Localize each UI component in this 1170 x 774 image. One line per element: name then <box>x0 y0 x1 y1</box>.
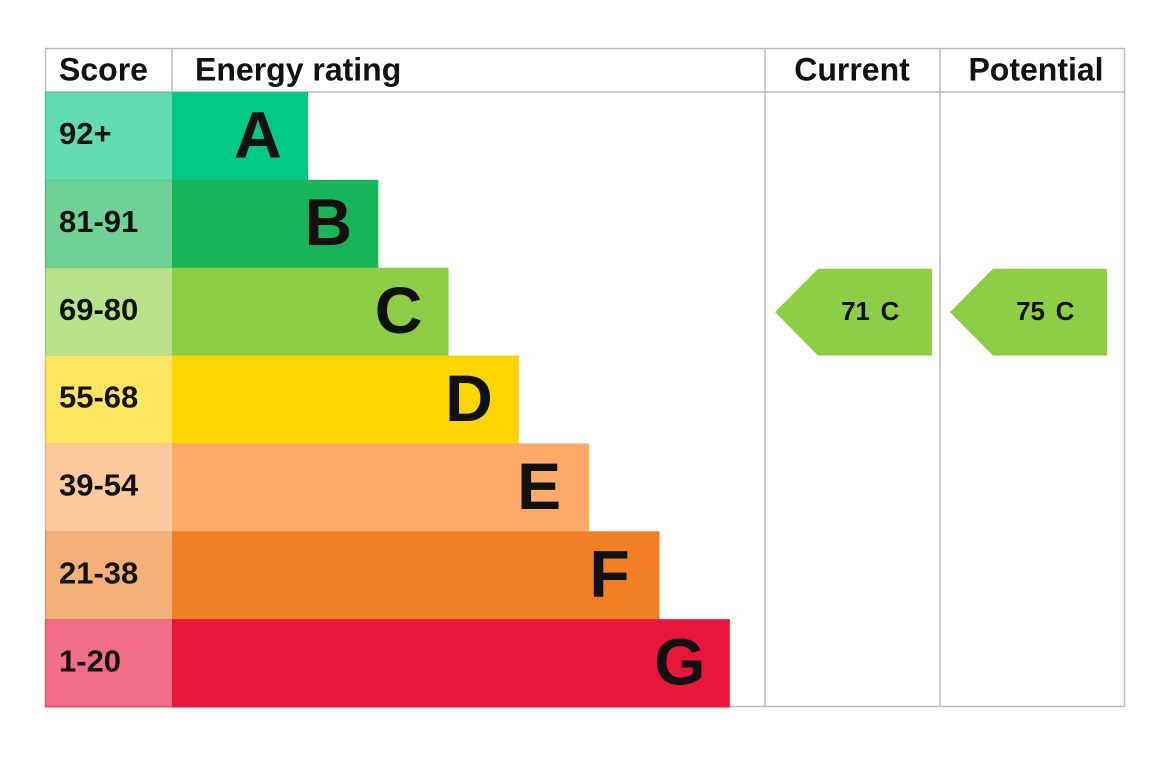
current-score: 71 <box>841 296 870 326</box>
rating-bar <box>172 267 449 357</box>
rating-bar <box>172 92 308 181</box>
rating-letter: A <box>234 97 282 171</box>
header-energy-rating: Energy rating <box>195 51 401 87</box>
score-range: 92+ <box>59 116 112 151</box>
rating-letter: F <box>589 537 629 611</box>
rating-letter: B <box>304 185 352 259</box>
rating-letter: D <box>445 361 493 435</box>
rating-bar <box>172 619 730 708</box>
score-range: 69-80 <box>59 292 138 327</box>
score-cell <box>45 619 172 708</box>
current-rating: C <box>881 296 900 326</box>
score-range: 21-38 <box>59 555 138 590</box>
rating-letter: C <box>375 273 423 347</box>
score-cell <box>45 443 172 532</box>
potential-score: 75 <box>1016 296 1045 326</box>
potential-arrow <box>950 268 1107 356</box>
header-current: Current <box>794 51 910 87</box>
current-arrow <box>775 268 932 356</box>
header-potential: Potential <box>968 51 1103 87</box>
score-cell <box>45 267 172 357</box>
score-range: 55-68 <box>59 380 138 415</box>
score-range: 81-91 <box>59 204 138 239</box>
score-cell <box>45 531 172 620</box>
rating-bar <box>172 179 379 269</box>
rating-bar <box>172 355 519 444</box>
rating-bar <box>172 443 590 532</box>
score-range: 39-54 <box>59 468 139 503</box>
score-cell <box>45 355 172 444</box>
score-cell <box>45 92 172 181</box>
rating-bar <box>172 531 660 620</box>
rating-letter: E <box>517 449 561 523</box>
rating-letter: G <box>654 625 705 699</box>
score-cell <box>45 179 172 269</box>
header-score: Score <box>59 51 148 87</box>
score-range: 1-20 <box>59 643 121 678</box>
potential-rating: C <box>1056 296 1075 326</box>
